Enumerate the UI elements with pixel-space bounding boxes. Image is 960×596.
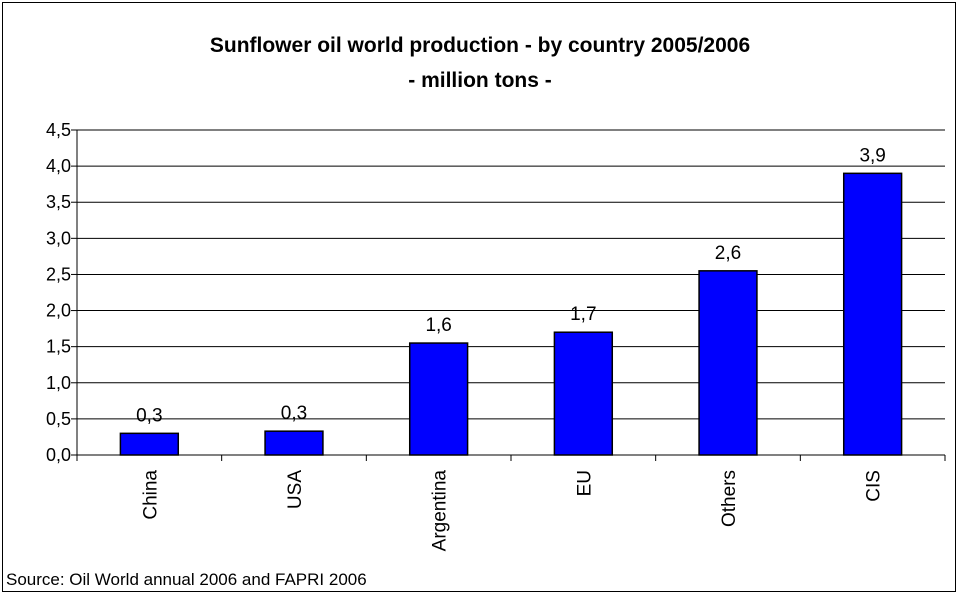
y-tick-label: 4,0 (46, 156, 71, 176)
bar (698, 270, 758, 456)
x-tick-label: EU (574, 470, 595, 496)
source-note: Source: Oil World annual 2006 and FAPRI … (6, 570, 367, 589)
data-label: 2,6 (715, 243, 741, 264)
data-label: 1,7 (570, 304, 596, 325)
y-tick-label: 3,0 (46, 228, 71, 248)
data-label: 0,3 (136, 405, 162, 426)
x-tick-label: USA (285, 470, 306, 509)
y-tick-label: 3,5 (46, 192, 71, 212)
x-tick-label: Argentina (430, 470, 451, 552)
bar (408, 342, 469, 456)
y-tick-label: 2,5 (46, 264, 71, 284)
data-label: 0,3 (281, 403, 307, 424)
bar (119, 432, 180, 456)
bar (553, 331, 614, 456)
chart-title: Sunflower oil world production - by coun… (210, 34, 750, 57)
bar (264, 430, 324, 456)
chart-subtitle: - million tons - (408, 69, 551, 92)
plot-area: 0,0 0,5 1,0 1,5 2,0 2,5 3,0 3,5 4,0 4,5 0,3 China 0,… (46, 120, 946, 552)
x-tick-label: CIS (864, 470, 885, 502)
y-tick-label: 4,5 (46, 120, 71, 140)
data-label: 1,6 (425, 315, 451, 336)
y-tick-label: 1,5 (46, 337, 71, 357)
x-tick-label: China (140, 470, 161, 520)
y-tick-label: 2,0 (46, 301, 71, 321)
y-tick-label: 0,5 (46, 409, 71, 429)
x-tick-label: Others (719, 470, 740, 527)
data-label: 3,9 (859, 145, 885, 166)
y-tick-label: 0,0 (46, 445, 71, 465)
y-tick-label: 1,0 (46, 373, 71, 393)
bar (842, 172, 903, 456)
